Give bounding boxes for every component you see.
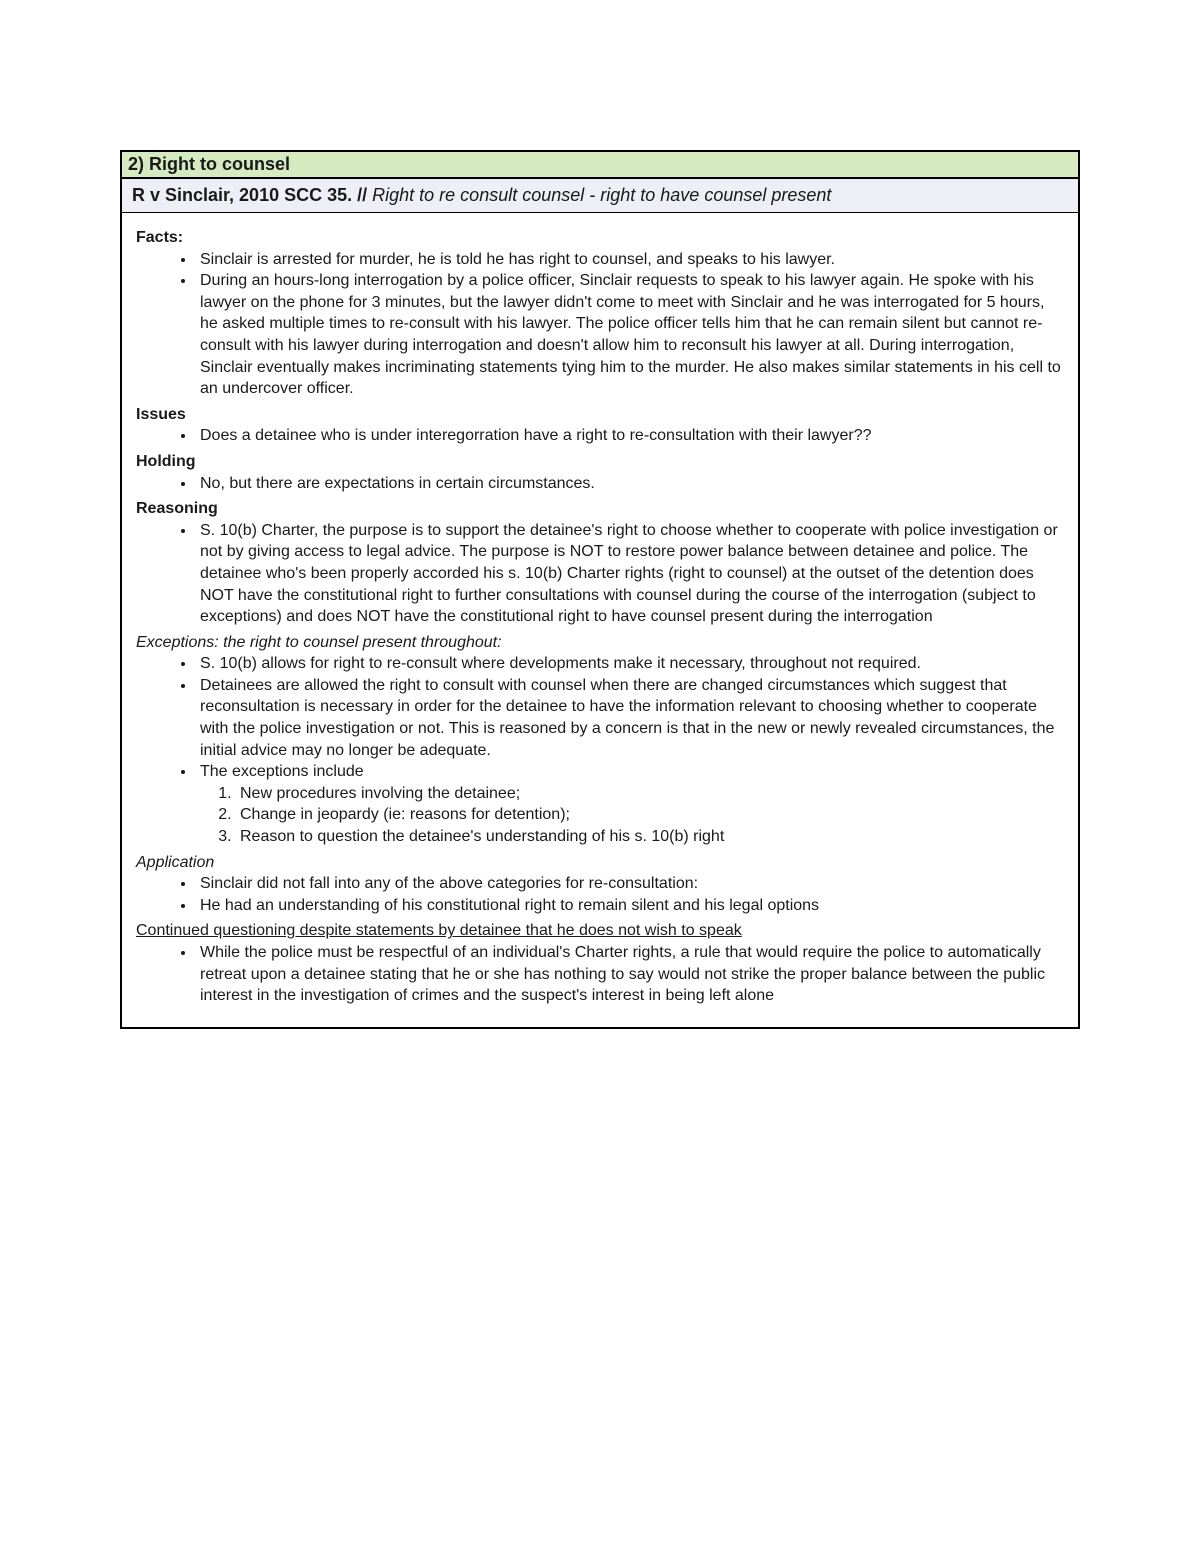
list-item: Sinclair did not fall into any of the ab…: [196, 873, 1064, 895]
exceptions-heading: Exceptions: the right to counsel present…: [136, 632, 1064, 654]
document-page: 2) Right to counsel R v Sinclair, 2010 S…: [0, 0, 1200, 1553]
issues-heading: Issues: [136, 404, 1064, 426]
continued-heading: Continued questioning despite statements…: [136, 920, 1064, 942]
exceptions-numbered-list: New procedures involving the detainee; C…: [236, 783, 1064, 848]
holding-list: No, but there are expectations in certai…: [196, 473, 1064, 495]
list-item: Change in jeopardy (ie: reasons for dete…: [236, 804, 1064, 826]
application-list: Sinclair did not fall into any of the ab…: [196, 873, 1064, 916]
application-heading: Application: [136, 852, 1064, 874]
case-citation: R v Sinclair, 2010 SCC 35.: [132, 185, 357, 205]
list-item: Does a detainee who is under interegorra…: [196, 425, 1064, 447]
issues-list: Does a detainee who is under interegorra…: [196, 425, 1064, 447]
list-item: New procedures involving the detainee;: [236, 783, 1064, 805]
continued-list: While the police must be respectful of a…: [196, 942, 1064, 1007]
list-item: While the police must be respectful of a…: [196, 942, 1064, 1007]
reasoning-heading: Reasoning: [136, 498, 1064, 520]
facts-list: Sinclair is arrested for murder, he is t…: [196, 249, 1064, 400]
list-item: Reason to question the detainee's unders…: [236, 826, 1064, 848]
separator: //: [357, 185, 372, 205]
list-item: Sinclair is arrested for murder, he is t…: [196, 249, 1064, 271]
list-item: S. 10(b) Charter, the purpose is to supp…: [196, 520, 1064, 628]
facts-heading: Facts:: [136, 227, 1064, 249]
case-body: Facts: Sinclair is arrested for murder, …: [120, 213, 1080, 1029]
list-item: No, but there are expectations in certai…: [196, 473, 1064, 495]
holding-heading: Holding: [136, 451, 1064, 473]
section-heading: 2) Right to counsel: [120, 150, 1080, 177]
list-item: The exceptions include: [196, 761, 1064, 783]
list-item: S. 10(b) allows for right to re-consult …: [196, 653, 1064, 675]
list-item: Detainees are allowed the right to consu…: [196, 675, 1064, 761]
reasoning-list: S. 10(b) Charter, the purpose is to supp…: [196, 520, 1064, 628]
list-item: During an hours-long interrogation by a …: [196, 270, 1064, 400]
list-item: He had an understanding of his constitut…: [196, 895, 1064, 917]
case-title-bar: R v Sinclair, 2010 SCC 35. // Right to r…: [120, 177, 1080, 213]
exceptions-list: S. 10(b) allows for right to re-consult …: [196, 653, 1064, 783]
case-description: Right to re consult counsel - right to h…: [372, 185, 831, 205]
